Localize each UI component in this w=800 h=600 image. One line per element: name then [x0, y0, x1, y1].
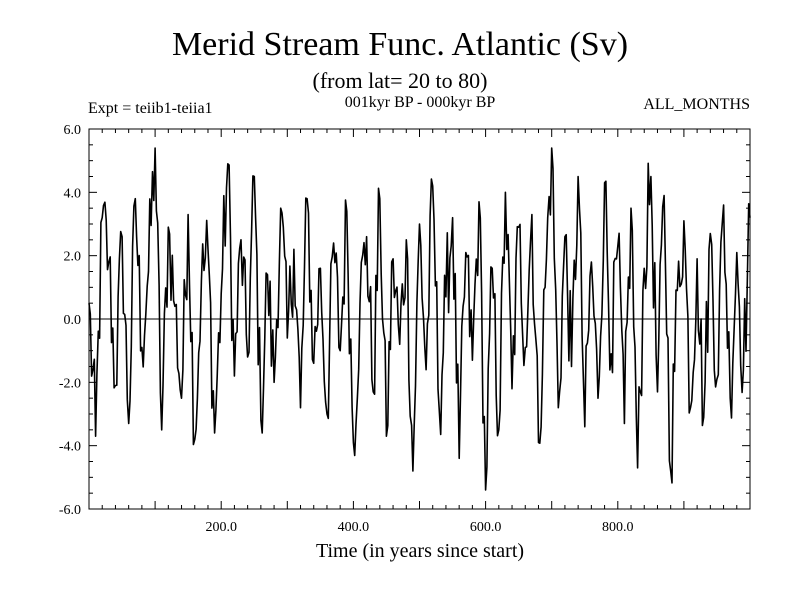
period-label: 001kyr BP - 000kyr BP [344, 94, 496, 111]
x-tick-label: 600.0 [470, 520, 502, 535]
x-tick-label: 400.0 [338, 520, 370, 535]
y-tick-label: -4.0 [59, 440, 81, 455]
y-tick-label: 4.0 [64, 186, 82, 201]
months-label: ALL_MONTHS [643, 96, 750, 113]
x-axis-label: Time (in years since start) [315, 540, 525, 562]
series-line [88, 147, 751, 491]
y-tick-label: -2.0 [59, 376, 81, 391]
chart-subtitle: (from lat= 20 to 80) [312, 68, 488, 93]
x-tick-label: 200.0 [205, 520, 237, 535]
y-tick-label: 0.0 [64, 313, 82, 328]
y-tick-label: -6.0 [59, 503, 81, 518]
tick-labels: 200.0 400.0 600.0 800.0 -6.0 -4.0 -2.0 0.0 2.0 4.… [59, 123, 634, 535]
y-tick-label: 2.0 [64, 250, 82, 265]
chart-title: Merid Stream Func. Atlantic (Sv) [171, 26, 629, 63]
y-tick-label: 6.0 [64, 123, 82, 138]
x-tick-label: 800.0 [602, 520, 634, 535]
experiment-label: Expt = teiib1-teiia1 [88, 100, 213, 117]
